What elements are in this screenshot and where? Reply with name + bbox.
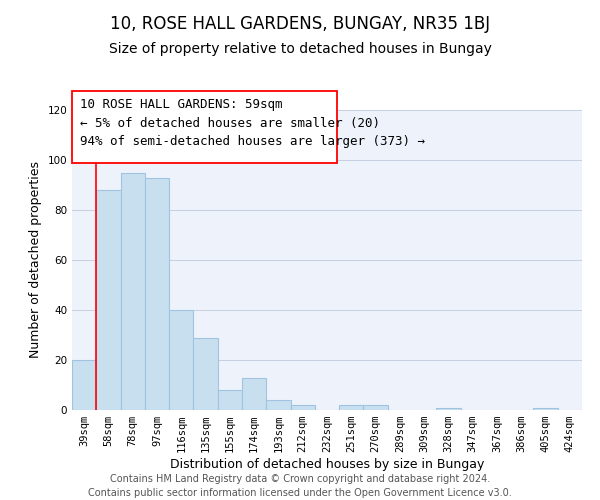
Y-axis label: Number of detached properties: Number of detached properties bbox=[29, 162, 42, 358]
Bar bbox=[96, 190, 121, 410]
Bar bbox=[169, 310, 193, 410]
Bar bbox=[436, 408, 461, 410]
Text: Size of property relative to detached houses in Bungay: Size of property relative to detached ho… bbox=[109, 42, 491, 56]
Bar bbox=[72, 360, 96, 410]
Bar bbox=[218, 390, 242, 410]
Text: 10 ROSE HALL GARDENS: 59sqm
← 5% of detached houses are smaller (20)
94% of semi: 10 ROSE HALL GARDENS: 59sqm ← 5% of deta… bbox=[80, 98, 425, 148]
Bar bbox=[364, 405, 388, 410]
Bar bbox=[533, 408, 558, 410]
FancyBboxPatch shape bbox=[72, 90, 337, 162]
Bar bbox=[242, 378, 266, 410]
Bar bbox=[290, 405, 315, 410]
Bar bbox=[339, 405, 364, 410]
X-axis label: Distribution of detached houses by size in Bungay: Distribution of detached houses by size … bbox=[170, 458, 484, 471]
Bar bbox=[145, 178, 169, 410]
Text: 10, ROSE HALL GARDENS, BUNGAY, NR35 1BJ: 10, ROSE HALL GARDENS, BUNGAY, NR35 1BJ bbox=[110, 15, 490, 33]
Bar bbox=[266, 400, 290, 410]
Text: Contains HM Land Registry data © Crown copyright and database right 2024.
Contai: Contains HM Land Registry data © Crown c… bbox=[88, 474, 512, 498]
Bar bbox=[193, 338, 218, 410]
Bar bbox=[121, 172, 145, 410]
